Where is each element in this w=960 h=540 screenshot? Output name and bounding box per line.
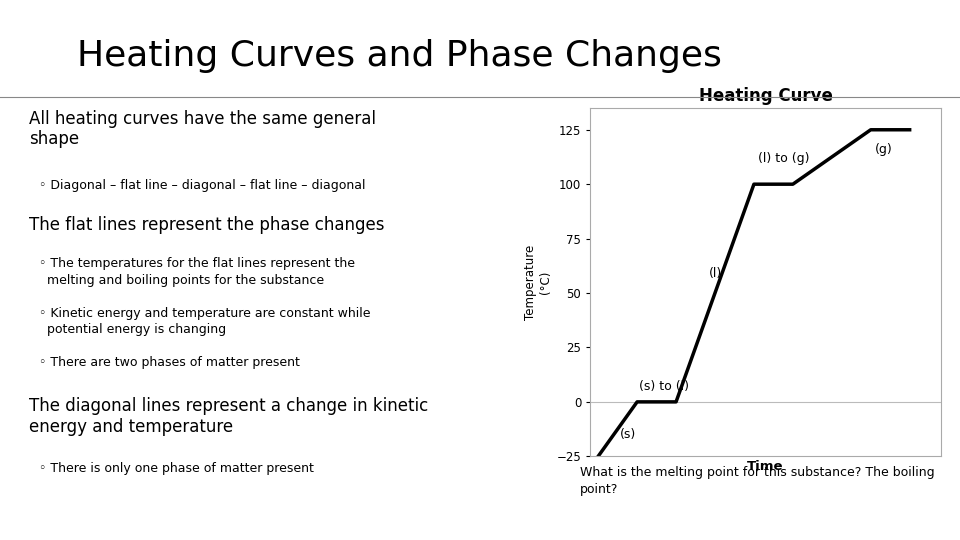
Text: What is the melting point for this substance? The boiling
point?: What is the melting point for this subst… [580, 465, 934, 496]
Text: ◦ The temperatures for the flat lines represent the
  melting and boiling points: ◦ The temperatures for the flat lines re… [39, 257, 355, 287]
Text: (l) to (g): (l) to (g) [757, 152, 809, 165]
Text: (l): (l) [709, 267, 722, 280]
Text: The diagonal lines represent a change in kinetic
energy and temperature: The diagonal lines represent a change in… [29, 397, 428, 436]
Text: ◦ Kinetic energy and temperature are constant while
  potential energy is changi: ◦ Kinetic energy and temperature are con… [39, 307, 371, 336]
Text: The flat lines represent the phase changes: The flat lines represent the phase chang… [29, 216, 384, 234]
Text: (g): (g) [875, 143, 893, 156]
X-axis label: Time: Time [747, 461, 784, 474]
Text: (s) to (l): (s) to (l) [639, 380, 689, 393]
Text: (s): (s) [619, 428, 636, 441]
Text: ◦ There are two phases of matter present: ◦ There are two phases of matter present [39, 356, 300, 369]
Text: All heating curves have the same general
shape: All heating curves have the same general… [29, 110, 375, 148]
Text: Heating Curves and Phase Changes: Heating Curves and Phase Changes [77, 39, 722, 73]
Text: ◦ There is only one phase of matter present: ◦ There is only one phase of matter pres… [39, 462, 314, 475]
Text: ◦ Diagonal – flat line – diagonal – flat line – diagonal: ◦ Diagonal – flat line – diagonal – flat… [39, 179, 366, 192]
Y-axis label: Temperature
(°C): Temperature (°C) [524, 245, 552, 320]
Title: Heating Curve: Heating Curve [699, 87, 832, 105]
